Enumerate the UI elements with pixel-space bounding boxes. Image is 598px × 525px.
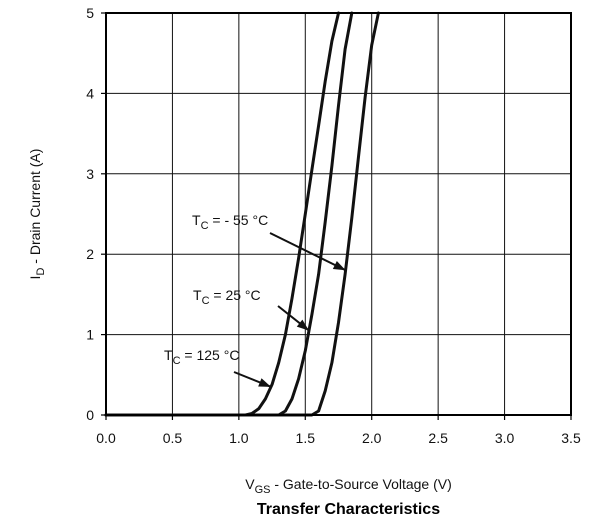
y-tick-labels: 0 1 2 3 4 5: [86, 5, 106, 423]
annotation-25c-arrowhead: [296, 319, 309, 331]
x-tick-labels: 0.0 0.5 1.0 1.5 2.0 2.5 3.0 3.5: [96, 415, 581, 446]
series-line-125c: [104, 11, 340, 417]
x-tick-label: 1.5: [296, 430, 316, 446]
x-tick-label: 2.0: [362, 430, 382, 446]
y-tick-label: 2: [86, 246, 94, 262]
annotation-125c-label: TC = 125 °C: [164, 347, 239, 367]
annotation-125c-arrowhead: [258, 378, 271, 387]
x-tick-label: 3.5: [561, 430, 581, 446]
series-group: [104, 11, 380, 417]
annotation-minus55c-label: TC = - 55 °C: [192, 212, 268, 232]
x-tick-label: 1.0: [229, 430, 249, 446]
x-tick-label: 3.0: [495, 430, 515, 446]
x-tick-label: 2.5: [428, 430, 448, 446]
x-tick-label: 0.0: [96, 430, 116, 446]
annotation-25c-label: TC = 25 °C: [193, 287, 261, 307]
plot-frame: [105, 12, 572, 416]
x-tick-label: 0.5: [163, 430, 183, 446]
y-tick-label: 0: [86, 407, 94, 423]
y-tick-label: 4: [86, 85, 94, 101]
chart-title: Transfer Characteristics: [257, 501, 440, 518]
y-tick-label: 3: [86, 166, 94, 182]
y-tick-label: 5: [86, 5, 94, 21]
series-annotations: TC = - 55 °C TC = 25 °C TC = 125 °C: [164, 212, 347, 388]
annotation-minus55c-arrow-line: [269, 232, 347, 272]
y-axis-label: ID - Drain Current (A): [27, 149, 47, 280]
x-axis-label: VGS - Gate-to-Source Voltage (V): [245, 476, 452, 496]
annotation-minus55c-arrowhead: [332, 260, 346, 271]
y-tick-label: 1: [86, 327, 94, 343]
series-line-25c: [104, 11, 354, 417]
series-line-minus55c: [104, 11, 380, 417]
